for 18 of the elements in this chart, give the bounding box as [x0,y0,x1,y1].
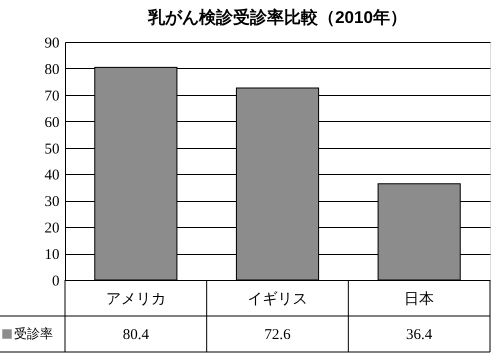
legend-label: 受診率 [14,326,53,341]
data-label: 36.4 [406,327,433,343]
data-label: 72.6 [264,327,292,343]
y-tick-label: 60 [44,114,60,131]
x-tick-label: 日本 [404,290,434,308]
y-tick-label: 50 [44,141,60,158]
data-label: 80.4 [122,327,150,343]
y-tick-label: 10 [44,247,60,264]
y-tick-label: 30 [44,194,60,210]
y-tick-label: 20 [44,220,60,237]
y-tick-label: 70 [44,88,60,104]
y-tick-label: 80 [44,62,60,78]
y-tick-label: 40 [44,168,60,184]
x-tick-label: イギリス [248,290,308,308]
chart-title: 乳がん検診受診率比較（2010年） [147,8,407,27]
x-tick-label: アメリカ [106,292,166,308]
y-tick-label: 0 [52,274,60,290]
y-tick-label: 90 [44,36,60,52]
